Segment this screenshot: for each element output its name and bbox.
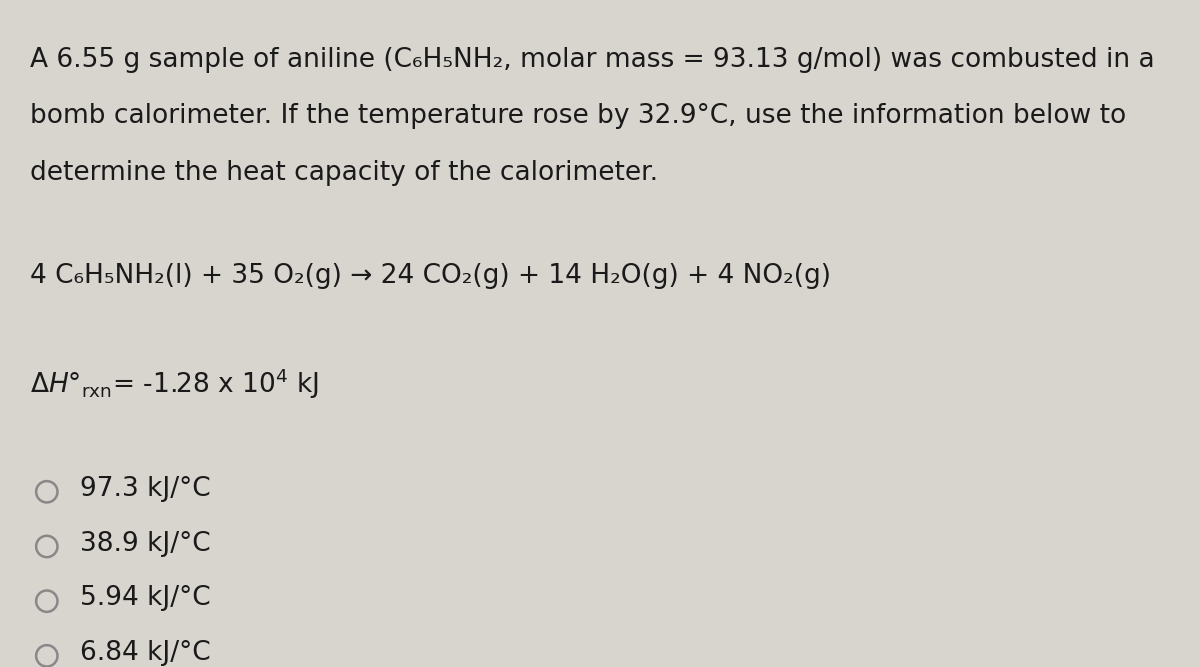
Text: determine the heat capacity of the calorimeter.: determine the heat capacity of the calor… bbox=[30, 160, 658, 186]
Text: 97.3 kJ/°C: 97.3 kJ/°C bbox=[80, 476, 211, 502]
Text: 4 C₆H₅NH₂(l) + 35 O₂(g) → 24 CO₂(g) + 14 H₂O(g) + 4 NO₂(g): 4 C₆H₅NH₂(l) + 35 O₂(g) → 24 CO₂(g) + 14… bbox=[30, 263, 830, 289]
Text: bomb calorimeter. If the temperature rose by 32.9°C, use the information below t: bomb calorimeter. If the temperature ros… bbox=[30, 103, 1127, 129]
Text: 5.94 kJ/°C: 5.94 kJ/°C bbox=[80, 585, 211, 611]
Text: A 6.55 g sample of aniline (C₆H₅NH₂, molar mass = 93.13 g/mol) was combusted in : A 6.55 g sample of aniline (C₆H₅NH₂, mol… bbox=[30, 47, 1154, 73]
Text: 6.84 kJ/°C: 6.84 kJ/°C bbox=[80, 640, 211, 666]
Text: 38.9 kJ/°C: 38.9 kJ/°C bbox=[80, 530, 211, 556]
Text: $\Delta H\degree_{\mathregular{rxn}}$= -1.28 x 10$^{4}$ kJ: $\Delta H\degree_{\mathregular{rxn}}$= -… bbox=[30, 367, 319, 402]
